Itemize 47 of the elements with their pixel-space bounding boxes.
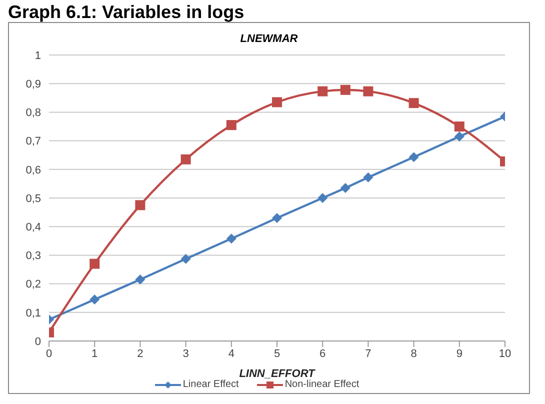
x-axis-title: LINN_EFFORT — [239, 368, 316, 380]
y-tick-label: 0,4 — [26, 222, 41, 234]
point — [408, 98, 419, 108]
point — [408, 152, 419, 162]
y-tick-label: 0,2 — [26, 278, 41, 291]
x-tick-label: 2 — [137, 348, 144, 360]
point — [272, 213, 282, 224]
point — [318, 193, 328, 203]
point — [90, 258, 100, 269]
x-tick-label: 3 — [182, 348, 189, 360]
y-tick-label: 0,7 — [26, 136, 41, 148]
point — [135, 274, 146, 285]
point — [90, 294, 100, 305]
point — [340, 182, 350, 193]
x-tick-label: 1 — [92, 348, 98, 360]
legend-label: Linear Effect — [182, 379, 239, 390]
point — [363, 86, 374, 96]
y-tick-label: 0,9 — [26, 78, 41, 91]
x-tick-label: 0 — [46, 348, 52, 360]
point — [363, 172, 374, 182]
point — [226, 120, 236, 130]
x-tick-label: 4 — [228, 348, 234, 360]
point — [340, 84, 350, 95]
point — [318, 86, 328, 96]
y-tick-label: 0,6 — [26, 164, 41, 176]
x-tick-label: 10 — [498, 348, 512, 360]
y-tick-label: 1 — [34, 50, 41, 62]
y-tick-label: 0 — [34, 336, 41, 348]
x-tick-label: 5 — [274, 348, 280, 360]
point — [180, 154, 191, 164]
x-tick-label: 8 — [410, 348, 417, 360]
x-tick-label: 6 — [320, 348, 326, 360]
point — [454, 132, 464, 142]
y-tick-label: 0,3 — [26, 250, 41, 262]
y-tick-label: 0,1 — [26, 307, 41, 320]
point — [272, 97, 282, 108]
x-tick-label: 9 — [456, 348, 462, 360]
x-tick-label: 7 — [365, 348, 372, 360]
chart-subtitle: LNEWMAR — [239, 33, 299, 45]
y-tick-label: 0,8 — [26, 107, 41, 120]
point — [135, 200, 146, 210]
legend-label: Non-linear Effect — [284, 379, 360, 390]
chart-title: Graph 6.1: Variables in logs — [8, 2, 246, 22]
y-tick-label: 0,5 — [26, 192, 41, 205]
point — [226, 234, 236, 244]
point — [180, 254, 191, 264]
point — [454, 122, 464, 132]
